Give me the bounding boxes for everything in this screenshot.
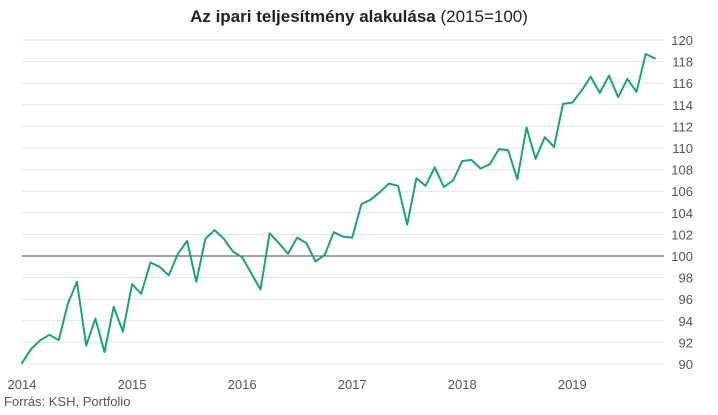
y-tick-label: 114 [672,98,693,113]
series-line-0 [21,53,656,364]
series-group [21,53,656,364]
y-tick-label: 116 [672,76,693,91]
y-tick-label: 102 [671,227,693,242]
x-axis-labels: 2014 2015 2016 2017 2018 2019 [8,377,587,392]
chart-title-suffix: (2015=100) [440,7,528,26]
y-tick-label: 118 [672,55,693,70]
x-tick-label: 2018 [448,377,477,392]
gridlines [22,39,664,365]
chart-title-main: Az ipari teljesítmény alakulása [190,7,436,26]
y-tick-label: 106 [671,184,693,199]
x-tick-label: 2019 [558,377,587,392]
y-tick-label: 94 [679,314,693,329]
y-tick-label: 112 [672,119,693,134]
x-tick-label: 2017 [338,377,367,392]
y-tick-label: 104 [671,206,693,221]
y-tick-label: 90 [679,357,693,372]
y-tick-label: 120 [671,33,693,48]
x-tick-label: 2014 [8,377,37,392]
y-tick-label: 108 [671,163,693,178]
y-tick-label: 98 [679,271,693,286]
y-tick-label: 92 [679,335,693,350]
y-tick-label: 100 [671,249,693,264]
y-tick-label: 110 [672,141,693,156]
chart-title: Az ipari teljesítmény alakulása (2015=10… [0,7,718,27]
source-note: Forrás: KSH, Portfolio [4,394,131,409]
y-axis-labels: 90 92 94 96 98 100 102 104 106 108 110 112 114 116 118… [671,33,693,372]
x-tick-label: 2016 [228,377,257,392]
y-tick-label: 96 [679,292,693,307]
x-tick-label: 2015 [118,377,147,392]
